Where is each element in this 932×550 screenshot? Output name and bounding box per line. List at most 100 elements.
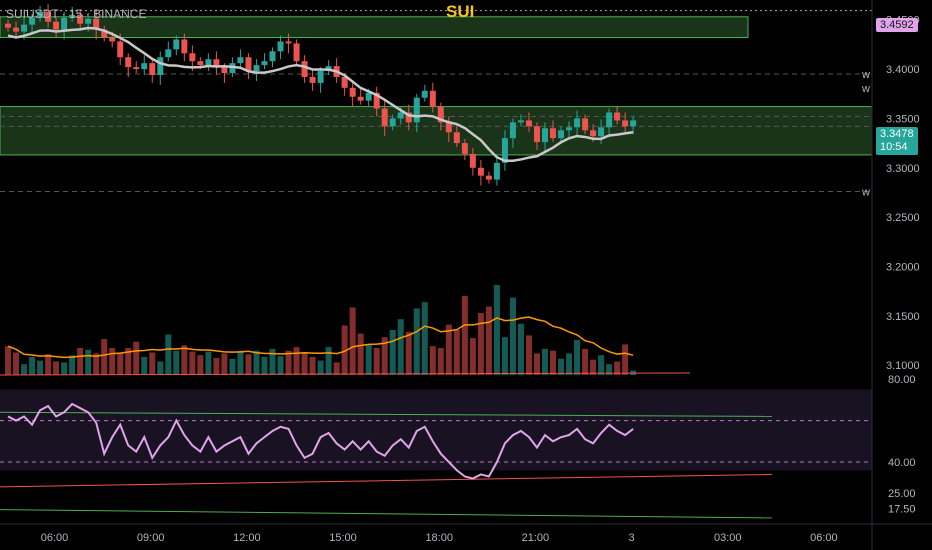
candle-body-55	[445, 122, 452, 133]
time-tick-5: 21:00	[522, 532, 550, 544]
candle-body-17	[141, 63, 148, 70]
candle-body-9	[77, 14, 84, 24]
rsi-tick-1: 40.00	[888, 457, 916, 469]
price-tick-1: 3.4000	[886, 64, 920, 76]
marker-w-0: w	[861, 69, 870, 81]
volume-bar-44	[357, 333, 364, 375]
candle-body-3	[29, 17, 36, 25]
candle-body-27	[221, 67, 228, 74]
volume-bar-71	[574, 339, 581, 375]
candle-body-56	[453, 132, 460, 144]
volume-bar-22	[181, 345, 188, 375]
candle-body-71	[574, 118, 581, 128]
candle-body-61	[493, 162, 500, 180]
candle-body-62	[501, 138, 508, 163]
volume-bar-21	[173, 350, 180, 375]
candle-body-47	[381, 108, 388, 127]
volume-bar-2	[21, 364, 28, 375]
volume-bar-8	[69, 355, 76, 375]
last-price-value: 3.3478	[880, 128, 914, 140]
volume-bar-11	[93, 353, 100, 375]
volume-bar-35	[285, 350, 292, 375]
candle-body-70	[566, 127, 573, 131]
volume-bar-5	[45, 354, 52, 375]
volume-bar-50	[405, 331, 412, 375]
candle-body-0	[5, 23, 12, 28]
volume-bar-42	[341, 325, 348, 375]
pane-separator	[0, 372, 691, 376]
candle-body-38	[309, 76, 316, 83]
volume-bar-23	[189, 351, 196, 375]
candle-body-59	[477, 167, 484, 176]
price-tick-6: 3.1500	[886, 311, 920, 323]
candle-body-19	[157, 57, 164, 75]
rsi-band	[0, 389, 872, 471]
price-tick-5: 3.2000	[886, 261, 920, 273]
candle-body-30	[245, 57, 252, 72]
volume-bar-38	[309, 357, 316, 375]
volume-bar-34	[277, 356, 284, 375]
candle-body-48	[389, 118, 396, 127]
candle-body-2	[21, 24, 28, 32]
bar-countdown: 10:54	[880, 141, 908, 153]
volume-bar-55	[445, 324, 452, 375]
demand-zone-1	[0, 106, 873, 156]
volume-bar-60	[485, 306, 492, 375]
volume-bar-56	[453, 330, 460, 375]
rsi-tick-2: 25.00	[888, 488, 916, 500]
volume-bar-67	[542, 348, 548, 375]
candle-body-57	[461, 143, 468, 154]
price-tick-3: 3.3000	[886, 163, 920, 175]
volume-bar-14	[117, 352, 124, 375]
candle-body-73	[590, 130, 597, 137]
time-tick-2: 12:00	[233, 532, 261, 544]
candle-body-15	[125, 57, 132, 68]
volume-bar-48	[389, 330, 396, 375]
candle-body-54	[437, 106, 444, 123]
volume-bar-70	[566, 353, 573, 375]
volume-bar-74	[598, 355, 605, 375]
volume-bar-37	[301, 352, 308, 375]
volume-bar-54	[437, 348, 444, 375]
candle-body-25	[205, 59, 212, 66]
volume-bar-27	[221, 353, 228, 375]
candle-body-32	[261, 61, 268, 66]
candle-body-68	[550, 128, 557, 139]
candle-body-11	[93, 18, 100, 30]
candle-body-53	[429, 90, 436, 107]
volume-bar-51	[413, 308, 420, 375]
time-tick-6: 3	[628, 532, 634, 544]
candle-body-67	[542, 128, 548, 143]
volume-bar-4	[37, 360, 44, 375]
last-price-tag: 3.3478 10:54	[876, 127, 918, 155]
candle-body-69	[558, 130, 565, 139]
volume-bar-9	[77, 348, 84, 375]
volume-bar-1	[13, 352, 20, 375]
volume-bar-19	[157, 361, 164, 375]
candle-body-24	[197, 61, 204, 66]
candle-body-4	[37, 11, 44, 18]
candle-body-76	[614, 112, 621, 121]
candle-body-60	[485, 175, 492, 180]
moving-average-line	[7, 26, 634, 162]
candle-body-45	[365, 92, 372, 101]
candle-body-44	[357, 96, 364, 101]
candle-body-51	[413, 97, 420, 123]
rsi-bottom-channel	[0, 509, 773, 519]
volume-bar-73	[590, 359, 597, 375]
volume-bar-66	[533, 353, 540, 375]
volume-bar-6	[53, 361, 60, 375]
rsi-upper-channel	[0, 411, 773, 417]
volume-bar-69	[558, 358, 565, 375]
candle-body-6	[53, 21, 60, 30]
time-tick-8: 06:00	[810, 532, 838, 544]
candle-body-29	[237, 57, 244, 64]
candle-body-77	[622, 120, 629, 127]
volume-bar-18	[149, 352, 156, 375]
volume-bar-3	[29, 357, 36, 375]
volume-bar-26	[213, 357, 220, 375]
candle-body-58	[469, 153, 476, 168]
volume-bar-31	[253, 350, 260, 375]
candle-body-23	[189, 53, 196, 62]
